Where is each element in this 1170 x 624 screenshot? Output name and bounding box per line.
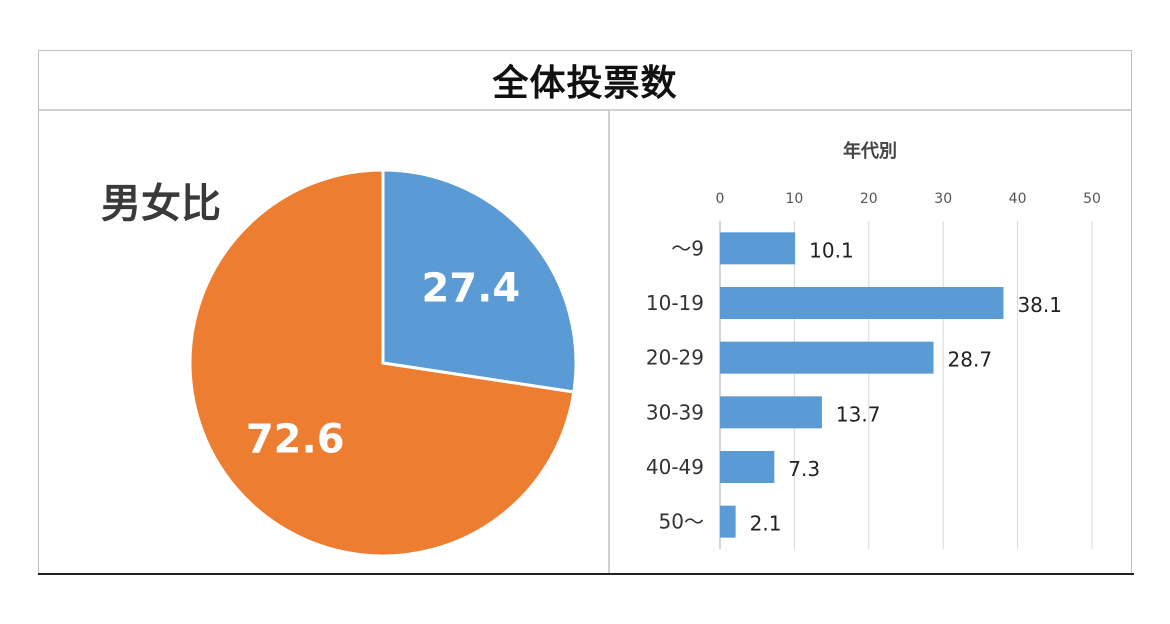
x-tick-label-2: 20 (860, 191, 878, 207)
x-tick-label-4: 40 (1009, 191, 1027, 207)
pie-slice-0 (381, 168, 578, 394)
pie-title: 男女比 (101, 181, 221, 227)
gender-pie-chart: 27.4 72.6 (188, 168, 578, 558)
category-label-4: 40-49 (646, 455, 704, 479)
bar-4 (720, 451, 775, 483)
pie-slice-label-1: 72.6 (246, 416, 345, 462)
bar-5 (720, 505, 736, 538)
value-label-1: 38.1 (1017, 293, 1062, 317)
x-tick-label-1: 10 (785, 191, 803, 207)
bar-0 (720, 232, 796, 265)
x-tick-label-0: 0 (716, 191, 725, 207)
value-label-3: 13.7 (836, 402, 881, 426)
age-bar-chart: 年代別 0 10 20 30 40 50 ～9 10.1 10-19 38.1 20-29 28.7 30… (646, 140, 1101, 549)
x-tick-label-5: 50 (1083, 191, 1101, 207)
category-label-0: ～9 (671, 236, 704, 260)
x-tick-label-3: 30 (934, 191, 952, 207)
bar-3 (720, 396, 822, 429)
title-bar: 全体投票数 (39, 51, 1131, 111)
bar-chart-title: 年代別 (843, 140, 897, 162)
pie-slice-1 (188, 168, 576, 558)
pie-slice-label-0: 27.4 (421, 266, 520, 312)
bar-1 (720, 287, 1004, 319)
value-label-4: 7.3 (788, 457, 820, 481)
value-label-2: 28.7 (948, 348, 993, 372)
category-label-1: 10-19 (646, 291, 704, 315)
value-label-0: 10.1 (809, 238, 854, 262)
category-label-5: 50～ (659, 510, 704, 534)
category-label-3: 30-39 (646, 400, 704, 424)
category-label-2: 20-29 (646, 346, 704, 370)
gender-ratio-panel: 男女比 27.4 72.6 (39, 111, 610, 573)
main-title: 全体投票数 (492, 63, 678, 104)
frame-bottom-border (38, 573, 1134, 575)
age-distribution-panel: 年代別 0 10 20 30 40 50 ～9 10.1 10-19 38.1 20-29 28.7 30… (610, 111, 1131, 573)
chart-frame: 全体投票数 男女比 27.4 72.6 年代別 0 10 20 30 40 50 ～9 10.1 1… (38, 50, 1132, 574)
bar-2 (720, 341, 934, 374)
value-label-5: 2.1 (750, 512, 782, 536)
